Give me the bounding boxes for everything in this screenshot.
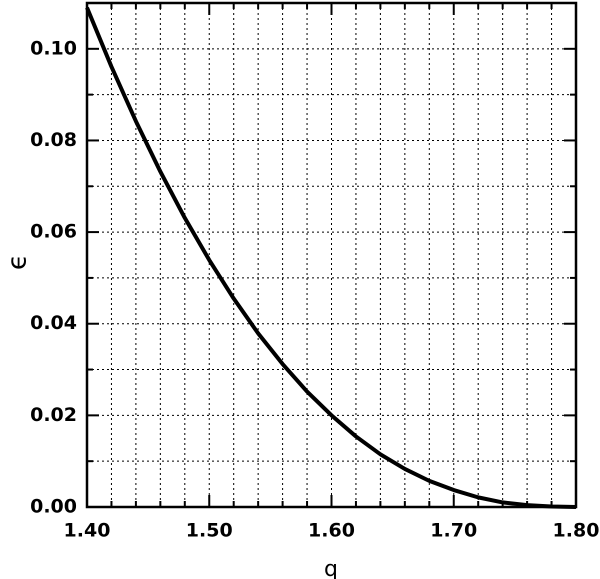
y-tick-label: 0.06 (30, 221, 77, 243)
x-tick-label: 1.70 (430, 520, 477, 542)
y-axis-label: ϵ (3, 254, 33, 270)
y-tick-label: 0.08 (30, 129, 77, 151)
y-tick-label: 0.10 (30, 37, 77, 59)
line (85, 6, 577, 509)
y-tick-label: 0.04 (30, 312, 77, 334)
x-tick-label: 1.80 (553, 520, 600, 542)
y-tick-label: 0.00 (30, 496, 77, 518)
x-tick-label: 1.60 (308, 520, 355, 542)
x-axis-label: q (324, 557, 338, 579)
x-tick-label: 1.50 (186, 520, 233, 542)
x-tick-label: 1.40 (64, 520, 111, 542)
plot-frame (85, 1, 578, 509)
y-tick-label: 0.02 (30, 404, 77, 426)
